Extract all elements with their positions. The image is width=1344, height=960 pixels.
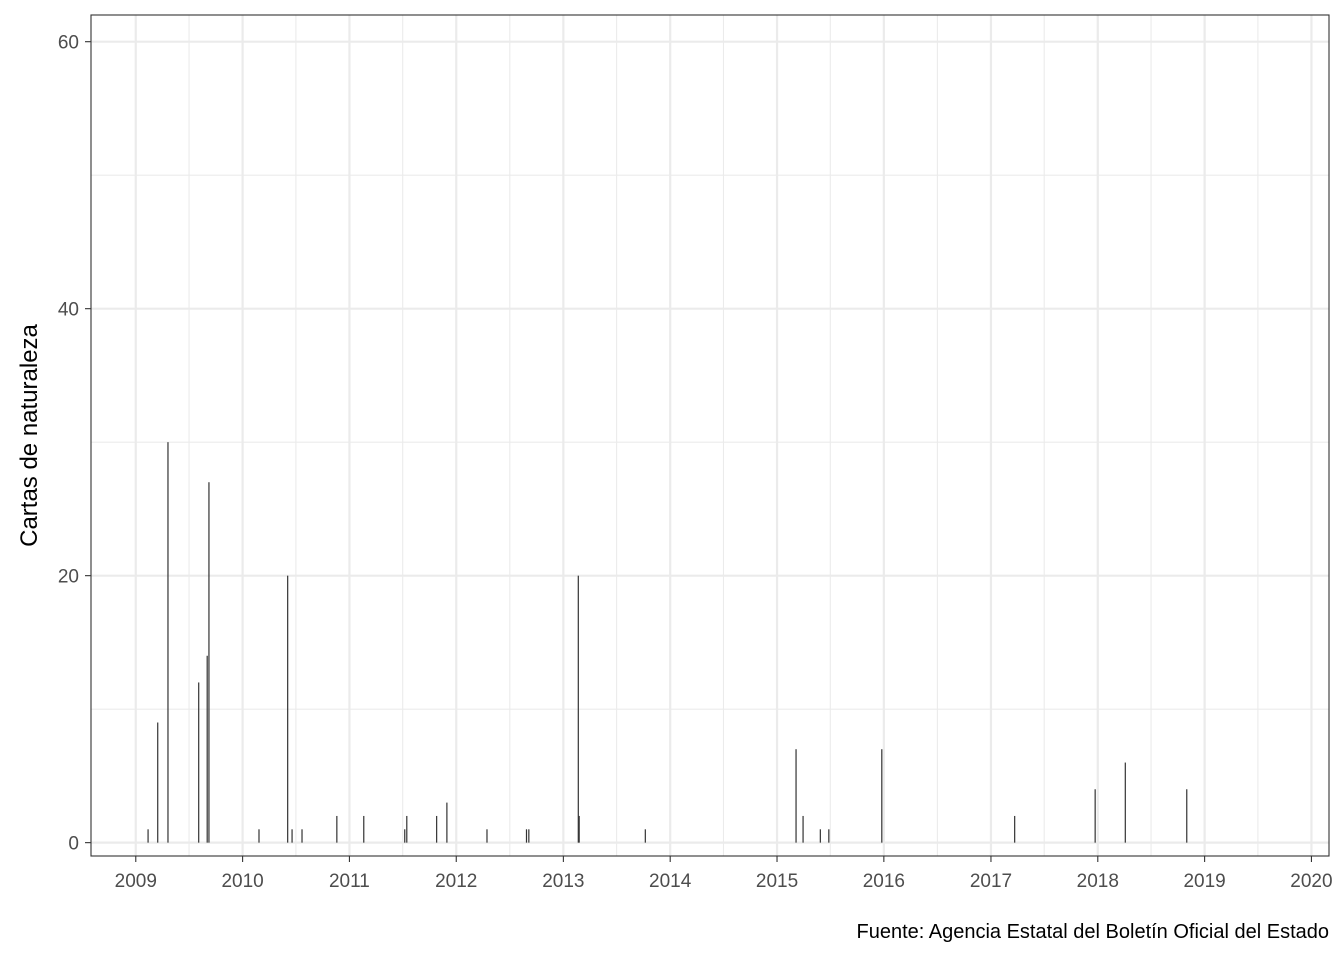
- y-tick-label: 40: [58, 300, 79, 321]
- y-tick-label: 0: [68, 834, 79, 855]
- bar: [291, 829, 293, 843]
- bar: [167, 442, 169, 843]
- bar: [446, 802, 448, 843]
- bar: [819, 829, 821, 843]
- bar: [258, 829, 260, 843]
- x-tick-label: 2012: [435, 871, 477, 892]
- caption: Fuente: Agencia Estatal del Boletín Ofic…: [856, 921, 1329, 943]
- x-tick-label: 2020: [1290, 871, 1332, 892]
- bar: [301, 829, 303, 843]
- bar: [644, 829, 646, 843]
- x-tick-label: 2015: [756, 871, 798, 892]
- x-tick-label: 2013: [542, 871, 584, 892]
- bar: [208, 482, 210, 843]
- bar: [1124, 762, 1126, 843]
- bar: [881, 749, 883, 843]
- x-tick-label: 2017: [970, 871, 1012, 892]
- bar: [436, 815, 438, 843]
- bar: [1094, 789, 1096, 843]
- bar: [578, 815, 580, 843]
- bar: [198, 682, 200, 843]
- bar: [1186, 789, 1188, 843]
- axis-ticks: 2009 2010 2011 2012 2013 2014 2015 2016 2017 2018…: [58, 33, 1333, 892]
- x-tick-label: 2019: [1183, 871, 1225, 892]
- x-tick-label: 2010: [221, 871, 263, 892]
- y-axis-title: Cartas de naturaleza: [16, 323, 43, 546]
- x-tick-label: 2009: [115, 871, 157, 892]
- grid-lines: [91, 15, 1329, 856]
- bar: [406, 815, 408, 843]
- bar: [795, 749, 797, 843]
- bar: [525, 829, 528, 843]
- bar: [157, 722, 159, 843]
- bar: [363, 815, 365, 843]
- y-tick-label: 60: [58, 33, 79, 54]
- bar: [802, 815, 804, 843]
- bar: [147, 829, 149, 843]
- bar: [528, 829, 530, 843]
- panel-border: [90, 14, 1330, 857]
- bar: [577, 575, 579, 843]
- bars: [147, 442, 1188, 843]
- bar: [828, 829, 830, 843]
- bar: [486, 829, 488, 843]
- x-tick-label: 2018: [1077, 871, 1119, 892]
- x-tick-label: 2011: [329, 871, 370, 892]
- bar: [1014, 815, 1016, 843]
- x-tick-label: 2016: [863, 871, 905, 892]
- bar: [287, 575, 289, 843]
- y-tick-label: 20: [58, 567, 79, 588]
- bar: [336, 815, 338, 843]
- bar: [404, 829, 406, 843]
- bar: [206, 655, 208, 843]
- x-tick-label: 2014: [649, 871, 692, 892]
